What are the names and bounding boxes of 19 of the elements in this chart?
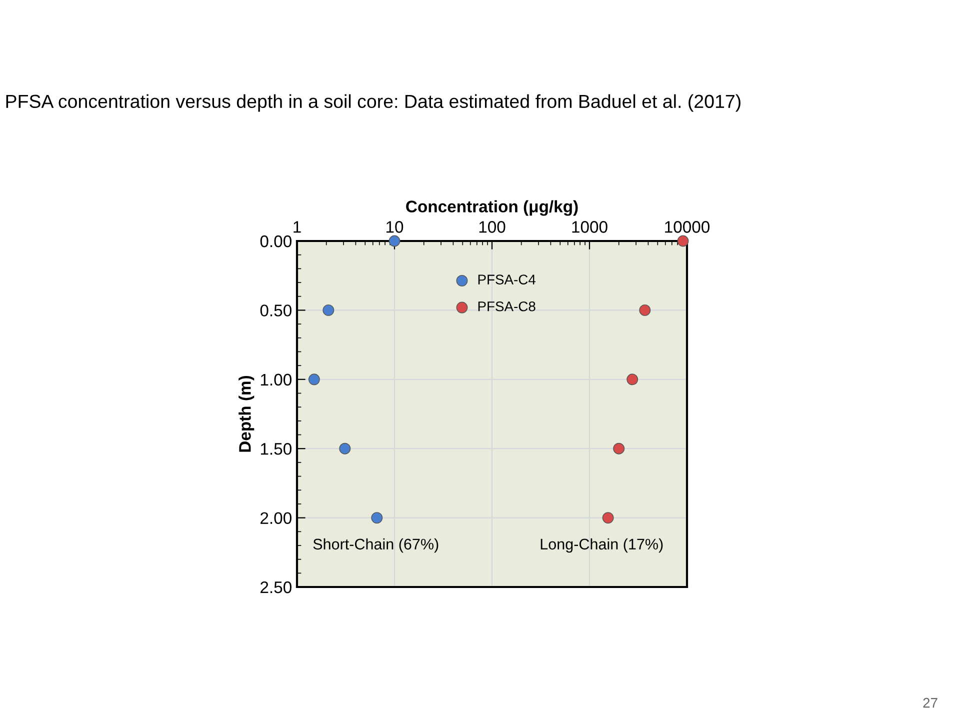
annotation: Short-Chain (67%)	[313, 538, 438, 553]
x-tick-label: 1000	[572, 221, 608, 233]
y-tick-label: 2.50	[260, 581, 292, 594]
y-tick-label: 2.00	[260, 512, 292, 524]
text: 27	[923, 698, 938, 708]
y-tick-label: 0.00	[260, 235, 292, 248]
y-axis-title: Depth (m)	[238, 376, 254, 452]
x-tick-label: 10000	[665, 221, 710, 233]
annotation: Long-Chain (17%)	[540, 538, 663, 553]
x-tick-label: 10	[386, 221, 404, 233]
x-tick-label: 1	[294, 221, 301, 233]
legend-label: PFSA-C4	[478, 274, 536, 284]
legend-label: PFSA-C8	[478, 301, 536, 312]
y-tick-label: 0.50	[260, 304, 292, 316]
chart-title: PFSA concentration versus depth in a soil core: Data estimated from Baduel et al. (2017)	[6, 94, 740, 112]
y-tick-label: 1.00	[260, 374, 292, 386]
x-axis-title: Concentration (μg/kg)	[406, 200, 578, 216]
x-tick-label: 100	[479, 221, 506, 233]
y-tick-label: 1.50	[260, 443, 292, 455]
